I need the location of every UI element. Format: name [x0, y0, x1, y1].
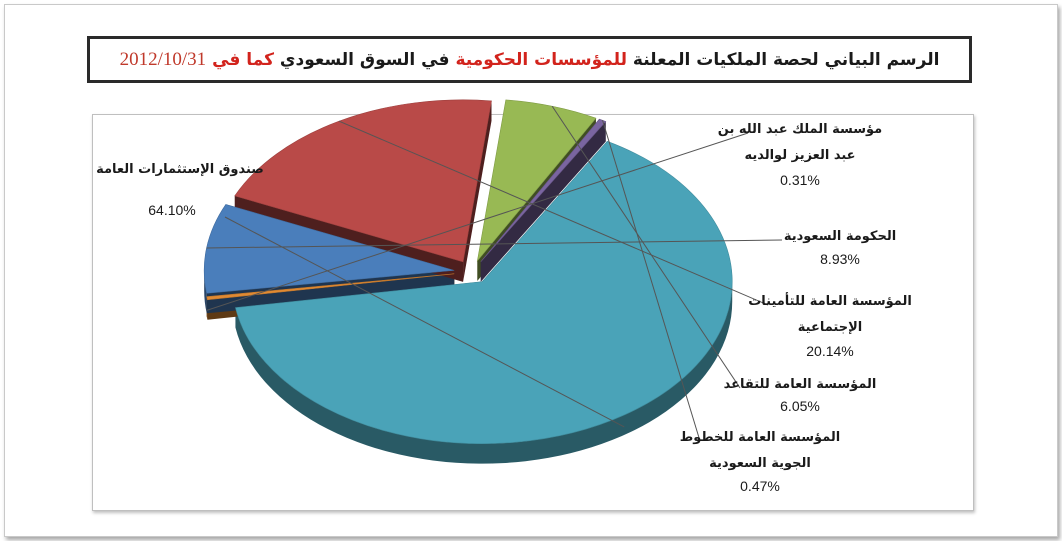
leader-line — [206, 239, 783, 249]
title-part-3: في السوق السعودي — [279, 49, 450, 70]
slice-wall — [206, 270, 455, 314]
slice-value-label: 8.93% — [820, 251, 860, 267]
slice-label: عبد العزيز لوالديه — [744, 148, 855, 163]
chart-title-box: الرسم البياني لحصة الملكيات المعلنة للمؤ… — [87, 36, 972, 83]
pie-slice — [235, 140, 733, 444]
slice-label: صندوق الإستثمارات العامة — [96, 162, 264, 177]
slice-value-label: 0.47% — [740, 478, 780, 494]
title-part-1: الرسم البياني لحصة الملكيات المعلنة — [632, 49, 940, 70]
slice-value-label: 6.05% — [780, 398, 820, 414]
leader-line — [338, 120, 769, 306]
slice-label: الجوية السعودية — [709, 456, 811, 471]
slice-value-label: 0.31% — [780, 172, 820, 188]
title-date: 2012/10/31 — [119, 48, 207, 70]
pie-slice — [206, 273, 455, 301]
pie-tops — [203, 99, 733, 444]
slice-value-label: 20.14% — [806, 343, 853, 359]
slice-label: مؤسسة الملك عبد الله بن — [718, 122, 882, 137]
leader-line — [224, 216, 625, 428]
slice-label: المؤسسة العامة للتقاعد — [724, 377, 877, 392]
slice-labels: صندوق الإستثمارات العامة 64.10% مؤسسة المل… — [96, 122, 912, 494]
slice-label: المؤسسة العامة للتأمينات — [748, 292, 912, 309]
slice-wall — [463, 100, 492, 282]
title-part-4: كما في — [212, 49, 274, 70]
leader-line — [551, 105, 741, 389]
slice-label: الإجتماعية — [798, 320, 862, 335]
slice-side — [204, 270, 207, 314]
slice-label: الحكومة السعودية — [784, 229, 896, 244]
slice-value-label: 64.10% — [148, 202, 195, 218]
leader-line — [602, 120, 701, 442]
leader-lines — [206, 105, 783, 442]
pie-slice — [476, 99, 597, 262]
title-part-2: للمؤسسات الحكومية — [455, 49, 627, 70]
slice-wall — [480, 121, 606, 282]
slice-label: المؤسسة العامة للخطوط — [680, 430, 841, 445]
leader-line — [206, 132, 749, 311]
